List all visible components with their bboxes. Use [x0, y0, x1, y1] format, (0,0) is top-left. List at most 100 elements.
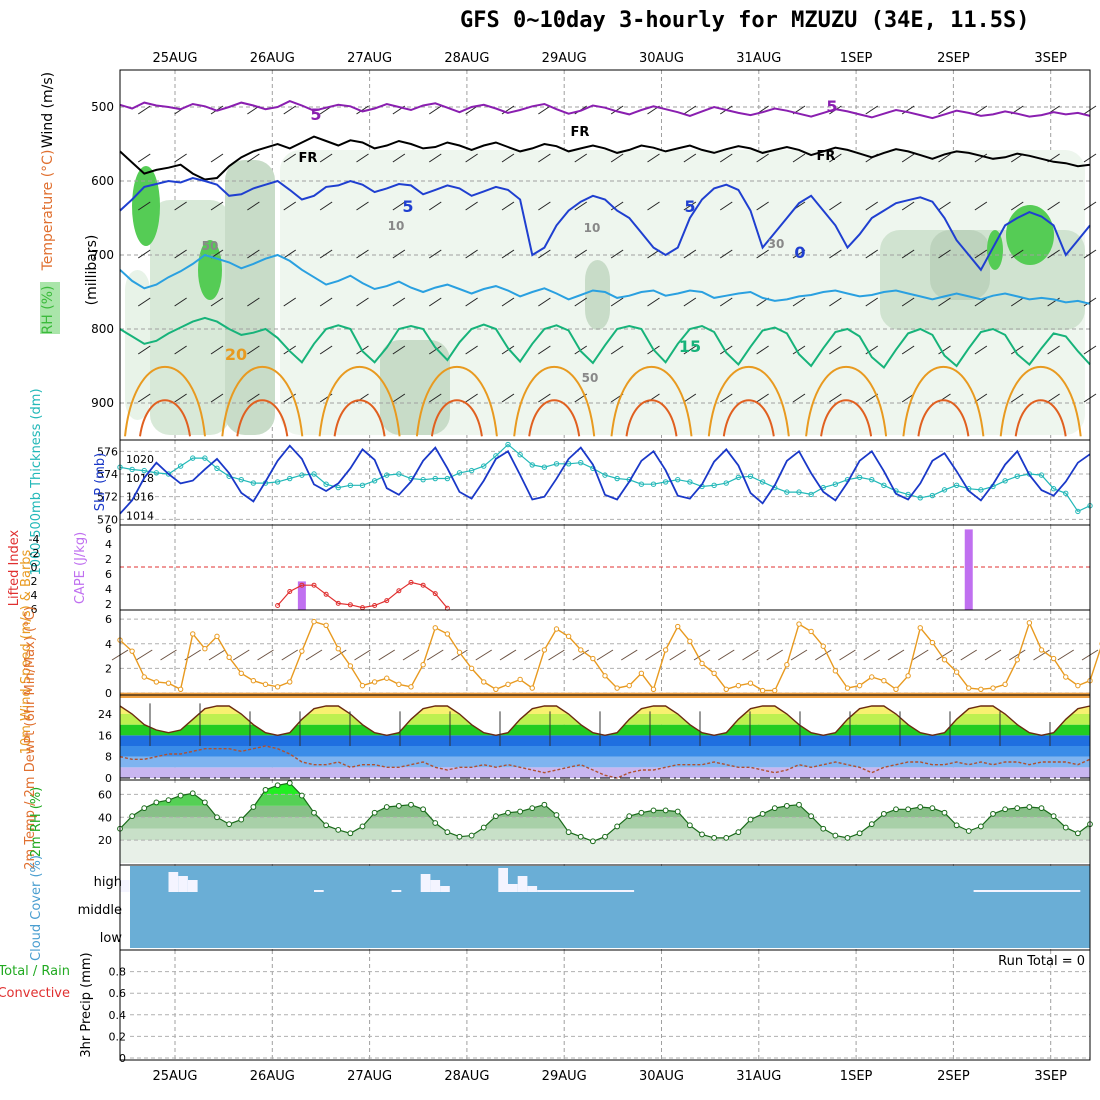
precip-tick-label: 0.2	[109, 1030, 127, 1043]
thickness-point	[687, 479, 693, 485]
rh-point	[614, 823, 621, 830]
rh-point	[856, 830, 863, 837]
thickness-point	[323, 481, 329, 487]
wind-barb-10m	[475, 649, 493, 661]
rh-point	[141, 805, 148, 812]
wind-barb	[501, 393, 515, 403]
thickness-tick-label: 572	[97, 491, 118, 504]
wind-barb	[137, 201, 151, 211]
lifted-index-point	[335, 600, 341, 606]
rh-point	[662, 807, 669, 814]
thickness-point	[675, 476, 681, 483]
thickness-point	[444, 475, 451, 482]
wind-barb	[938, 249, 951, 259]
wind-barb-10m	[839, 649, 856, 661]
wind-speed-point	[565, 633, 572, 640]
thickness-point	[1002, 478, 1008, 484]
wind-speed-point	[1050, 655, 1057, 662]
rh-point	[565, 829, 572, 836]
wind-barb	[428, 393, 442, 403]
wind-barb	[283, 249, 297, 259]
wind-tick-label: 2	[105, 662, 112, 675]
thickness-point	[541, 464, 548, 470]
wind-barb	[465, 153, 478, 163]
rh-point	[153, 799, 160, 806]
wind-barb	[174, 393, 187, 403]
rh-point	[177, 792, 184, 799]
lifted-index-point	[347, 602, 353, 608]
thickness-point	[1050, 486, 1057, 492]
thickness-ylabel: 1000-500mb Thickness (dm)	[29, 388, 44, 575]
wind-speed-point	[1038, 647, 1045, 653]
thickness-point	[274, 479, 281, 485]
rh-point	[505, 809, 511, 816]
wind-barb	[356, 153, 369, 163]
wind-barb-10m	[426, 649, 444, 661]
wind-speed-point	[650, 686, 657, 693]
wind-barb	[574, 201, 588, 211]
wind-barb	[137, 249, 151, 259]
wind-speed-point	[432, 625, 438, 631]
rh-legend-swatch	[40, 282, 60, 334]
wind-barb	[829, 297, 842, 307]
wind-speed-point	[238, 670, 244, 677]
wind-barb-10m	[160, 649, 177, 661]
isotherm-25C-arc	[139, 399, 191, 437]
rh-point	[723, 834, 730, 841]
rh-point	[1074, 830, 1081, 837]
wind-speed-point	[820, 643, 826, 649]
rh-point	[808, 813, 815, 820]
rh-point	[674, 808, 681, 815]
lifted-index-tick-label: 4	[31, 589, 38, 602]
isotherm-20C-arc	[415, 365, 498, 437]
wind-barb	[792, 153, 806, 163]
high-cloud-block	[498, 868, 508, 892]
rh-point	[383, 804, 390, 810]
isotherm-10C	[119, 253, 1091, 305]
cloud-ylabel: Cloud Cover (%)	[29, 855, 44, 961]
date-label-bottom: 25AUG	[152, 1069, 197, 1084]
wind-barb	[938, 201, 951, 211]
lifted-index-point	[384, 598, 390, 604]
slp-tick-label: 1018	[126, 472, 154, 485]
wind-barb	[756, 201, 769, 211]
wind-barb	[719, 201, 733, 211]
thickness-point	[250, 480, 257, 486]
wind-barb	[792, 393, 806, 403]
rh-point	[820, 825, 827, 832]
date-label-bottom: 31AUG	[736, 1069, 781, 1084]
isotherm-25C-arc	[820, 399, 873, 437]
wind-barb	[719, 297, 733, 307]
cloud-tick-label: low	[100, 931, 123, 946]
rh-high-blob	[987, 230, 1003, 270]
rh-point	[711, 834, 718, 841]
thickness-point	[384, 472, 390, 478]
wind-tick-label: 6	[105, 613, 112, 626]
date-label-top: 26AUG	[250, 51, 295, 66]
isotherm-0C	[119, 135, 1091, 181]
wind-speed-point	[493, 686, 499, 693]
wind-speed-point	[190, 631, 196, 637]
wind-speed-point	[456, 649, 463, 656]
wind-speed-point	[614, 685, 620, 691]
rh-point	[201, 799, 208, 806]
thickness-point	[784, 489, 790, 495]
wind-speed-point	[153, 679, 160, 685]
rh-point	[699, 831, 705, 838]
wind-barb	[428, 345, 442, 355]
contour-label: FR	[571, 125, 590, 140]
wind-barb	[247, 393, 260, 403]
wind-speed-point	[287, 679, 293, 685]
pressure-tick-label: 500	[91, 100, 114, 114]
isotherm-20C-arc	[902, 365, 985, 437]
high-cloud-block	[391, 890, 402, 892]
wind-speed-point	[699, 660, 705, 667]
wind-speed-point	[784, 661, 790, 668]
isotherm-25C-arc	[528, 399, 581, 437]
wind-speed-point	[177, 686, 184, 693]
rh-point	[577, 833, 584, 840]
rh-point	[456, 833, 463, 840]
wind-barb	[865, 297, 879, 307]
thickness-point	[941, 487, 948, 493]
wind-barb-10m	[499, 649, 517, 661]
